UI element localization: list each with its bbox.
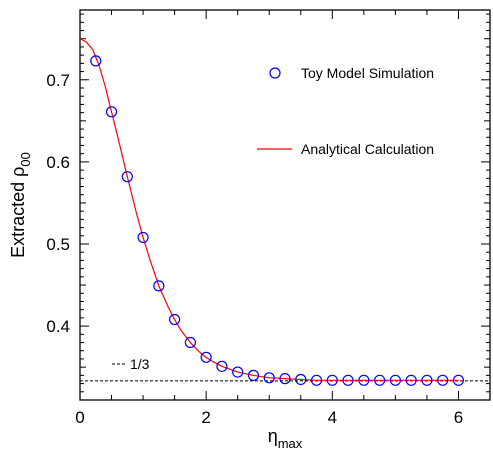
y-tick-label: 0.4 — [46, 317, 70, 336]
simulation-point — [437, 374, 449, 386]
y-tick-label: 0.5 — [46, 235, 70, 254]
simulation-point — [342, 374, 354, 386]
y-tick-label: 0.6 — [46, 153, 70, 172]
simulation-point — [184, 336, 196, 349]
simulation-markers-group — [90, 55, 465, 386]
simulation-point — [105, 106, 118, 118]
simulation-point — [295, 373, 307, 386]
x-tick-label: 0 — [75, 408, 84, 427]
analytical-curve — [79, 38, 459, 381]
simulation-point — [389, 374, 401, 386]
simulation-point — [137, 231, 149, 244]
y-tick-label: 0.7 — [46, 71, 70, 90]
y-axis-tick-labels: 0.4 0.5 0.6 0.7 — [46, 71, 70, 336]
x-axis-tick-labels: 0 2 4 6 — [75, 408, 463, 427]
x-tick-label: 2 — [201, 408, 210, 427]
x-axis-ticks — [79, 10, 491, 400]
y-axis-label: Extracted ρ00 — [8, 152, 33, 258]
y-axis-ticks — [80, 13, 490, 393]
simulation-point — [421, 374, 433, 386]
simulation-point — [247, 369, 260, 381]
analytical-curve-group — [79, 38, 459, 381]
simulation-point — [405, 374, 417, 386]
legend-marker-simulation — [269, 67, 281, 79]
legend-label-simulation: Toy Model Simulation — [301, 65, 434, 81]
simulation-point — [232, 366, 244, 378]
simulation-point — [326, 374, 338, 386]
reference-annotation: 1/3 — [112, 356, 150, 372]
simulation-point — [121, 171, 133, 183]
plot-frame — [79, 9, 491, 401]
simulation-point — [90, 55, 102, 67]
simulation-point — [216, 360, 228, 372]
simulation-point — [452, 374, 465, 386]
legend: Toy Model Simulation Analytical Calculat… — [257, 65, 434, 157]
simulation-point — [374, 374, 386, 386]
simulation-point — [200, 351, 212, 363]
x-tick-label: 4 — [328, 408, 337, 427]
reference-annotation-label: 1/3 — [130, 356, 150, 372]
simulation-point — [263, 372, 275, 384]
simulation-point — [279, 373, 291, 385]
plot-area-border — [79, 9, 491, 401]
simulation-point — [169, 313, 181, 326]
simulation-point — [358, 374, 370, 386]
simulation-point — [310, 374, 323, 386]
x-axis-label: ηmax — [268, 426, 303, 451]
x-tick-label: 6 — [454, 408, 463, 427]
legend-label-analytical: Analytical Calculation — [301, 141, 434, 157]
simulation-point — [153, 280, 165, 292]
